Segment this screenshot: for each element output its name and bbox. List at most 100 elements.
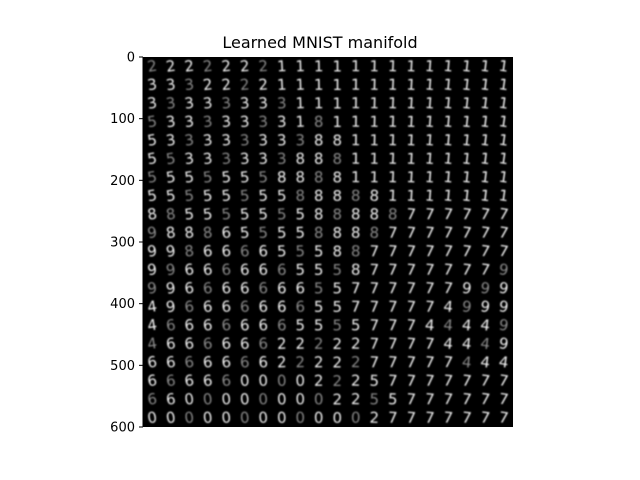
digit-cell: 1 (332, 94, 342, 112)
digit-cell: 8 (332, 150, 342, 168)
digit-cell: 6 (239, 334, 250, 353)
digit-cell: 7 (479, 223, 491, 242)
digit-cell: 1 (314, 94, 324, 112)
digit-cell: 8 (314, 131, 324, 149)
digit-cell: 7 (498, 408, 510, 427)
digit-cell: 6 (221, 279, 232, 298)
digit-cell: 1 (388, 76, 398, 94)
digit-cell: 0 (202, 408, 213, 427)
digit-cell: 1 (498, 57, 510, 76)
digit-cell: 9 (146, 279, 158, 298)
digit-cell: 4 (443, 316, 454, 335)
digit-cell: 1 (498, 75, 510, 94)
digit-cell: 0 (165, 408, 177, 427)
digit-cell: 7 (443, 371, 454, 390)
digit-cell: 7 (443, 279, 454, 298)
digit-cell: 2 (369, 409, 379, 427)
digit-cell: 6 (221, 242, 232, 261)
digit-cell: 0 (183, 408, 195, 427)
digit-cell: 1 (424, 131, 435, 150)
digit-cell: 2 (351, 390, 361, 408)
digit-cell: 7 (443, 260, 454, 279)
digit-cell: 0 (295, 390, 305, 408)
digit-cell: 1 (443, 149, 454, 168)
digit-cell: 0 (351, 409, 361, 427)
digit-cell: 4 (146, 316, 158, 335)
digit-cell: 7 (424, 353, 435, 372)
digit-cell: 7 (406, 371, 417, 390)
digit-cell: 5 (221, 186, 232, 205)
digit-cell: 1 (295, 113, 305, 131)
digit-cell: 7 (406, 390, 417, 409)
digit-cell: 1 (406, 75, 417, 94)
y-tick-label: 100 (110, 112, 135, 127)
digit-cell: 7 (498, 223, 510, 242)
digit-cell: 1 (295, 76, 305, 94)
digit-cell: 7 (443, 353, 454, 372)
digit-cell: 7 (388, 409, 398, 427)
digit-cell: 7 (424, 223, 435, 242)
digit-cell: 6 (239, 353, 250, 372)
digit-cell: 7 (424, 297, 435, 316)
digit-cell: 7 (406, 279, 417, 298)
digit-cell: 6 (165, 371, 177, 390)
plot-area: 2 2 2 2 2 2 2 1 1 1 1 1 1 1 1 1 1 1 1 13 3 3 2 2 2 2 1 1 1 1 1 1 1 1 1 1 1 1 1… (143, 57, 513, 427)
digit-cell: 5 (314, 298, 324, 316)
digit-cell: 7 (406, 408, 417, 427)
digit-cell: 3 (239, 112, 250, 131)
digit-cell: 7 (406, 334, 417, 353)
digit-cell: 1 (388, 113, 398, 131)
digit-cell: 2 (146, 57, 158, 76)
digit-cell: 6 (202, 242, 213, 261)
digit-cell: 7 (351, 279, 361, 297)
digit-cell: 5 (258, 186, 269, 205)
digit-cell: 3 (202, 149, 213, 168)
digit-cell: 5 (332, 316, 342, 334)
digit-cell: 1 (388, 150, 398, 168)
digit-cell: 8 (351, 187, 361, 205)
digit-cell: 3 (277, 131, 287, 149)
digit-cell: 1 (406, 94, 417, 113)
digit-cell: 0 (183, 390, 195, 409)
digit-cell: 7 (443, 390, 454, 409)
digit-cell: 1 (443, 168, 454, 187)
digit-cell: 9 (146, 223, 158, 242)
digit-cell: 3 (258, 131, 269, 150)
digit-cell: 1 (388, 94, 398, 112)
digit-cell: 1 (461, 112, 472, 131)
digit-cell: 7 (498, 242, 510, 261)
digit-cell: 5 (146, 112, 158, 131)
digit-cell: 1 (443, 112, 454, 131)
digit-cell: 5 (239, 168, 250, 187)
digit-cell: 0 (239, 371, 250, 390)
digit-cell: 1 (443, 75, 454, 94)
digit-cell: 4 (461, 353, 472, 372)
digit-cell: 7 (424, 205, 435, 224)
digit-cell: 5 (239, 205, 250, 224)
digit-cell: 0 (295, 409, 305, 427)
digit-cell: 1 (498, 112, 510, 131)
digit-cell: 1 (424, 168, 435, 187)
digit-cell: 5 (314, 242, 324, 260)
y-tick-label: 400 (110, 297, 135, 312)
image-background (143, 57, 513, 427)
digit-cell: 1 (351, 113, 361, 131)
digit-cell: 7 (388, 335, 398, 353)
digit-cell: 7 (406, 353, 417, 372)
digit-cell: 3 (277, 150, 287, 168)
digit-cell: 7 (369, 298, 379, 316)
digit-cell: 5 (369, 372, 379, 390)
digit-cell: 7 (461, 408, 472, 427)
digit-cell: 2 (221, 57, 232, 76)
digit-cell: 6 (258, 242, 269, 261)
digit-cell: 8 (314, 113, 324, 131)
digit-cell: 6 (202, 334, 213, 353)
digit-cell: 7 (461, 371, 472, 390)
digit-cell: 6 (239, 279, 250, 298)
digit-cell: 7 (424, 390, 435, 409)
digit-cell: 6 (183, 353, 195, 372)
digit-cell: 7 (479, 371, 491, 390)
digit-cell: 0 (239, 390, 250, 409)
digit-cell: 3 (295, 131, 305, 149)
digit-cell: 1 (406, 149, 417, 168)
